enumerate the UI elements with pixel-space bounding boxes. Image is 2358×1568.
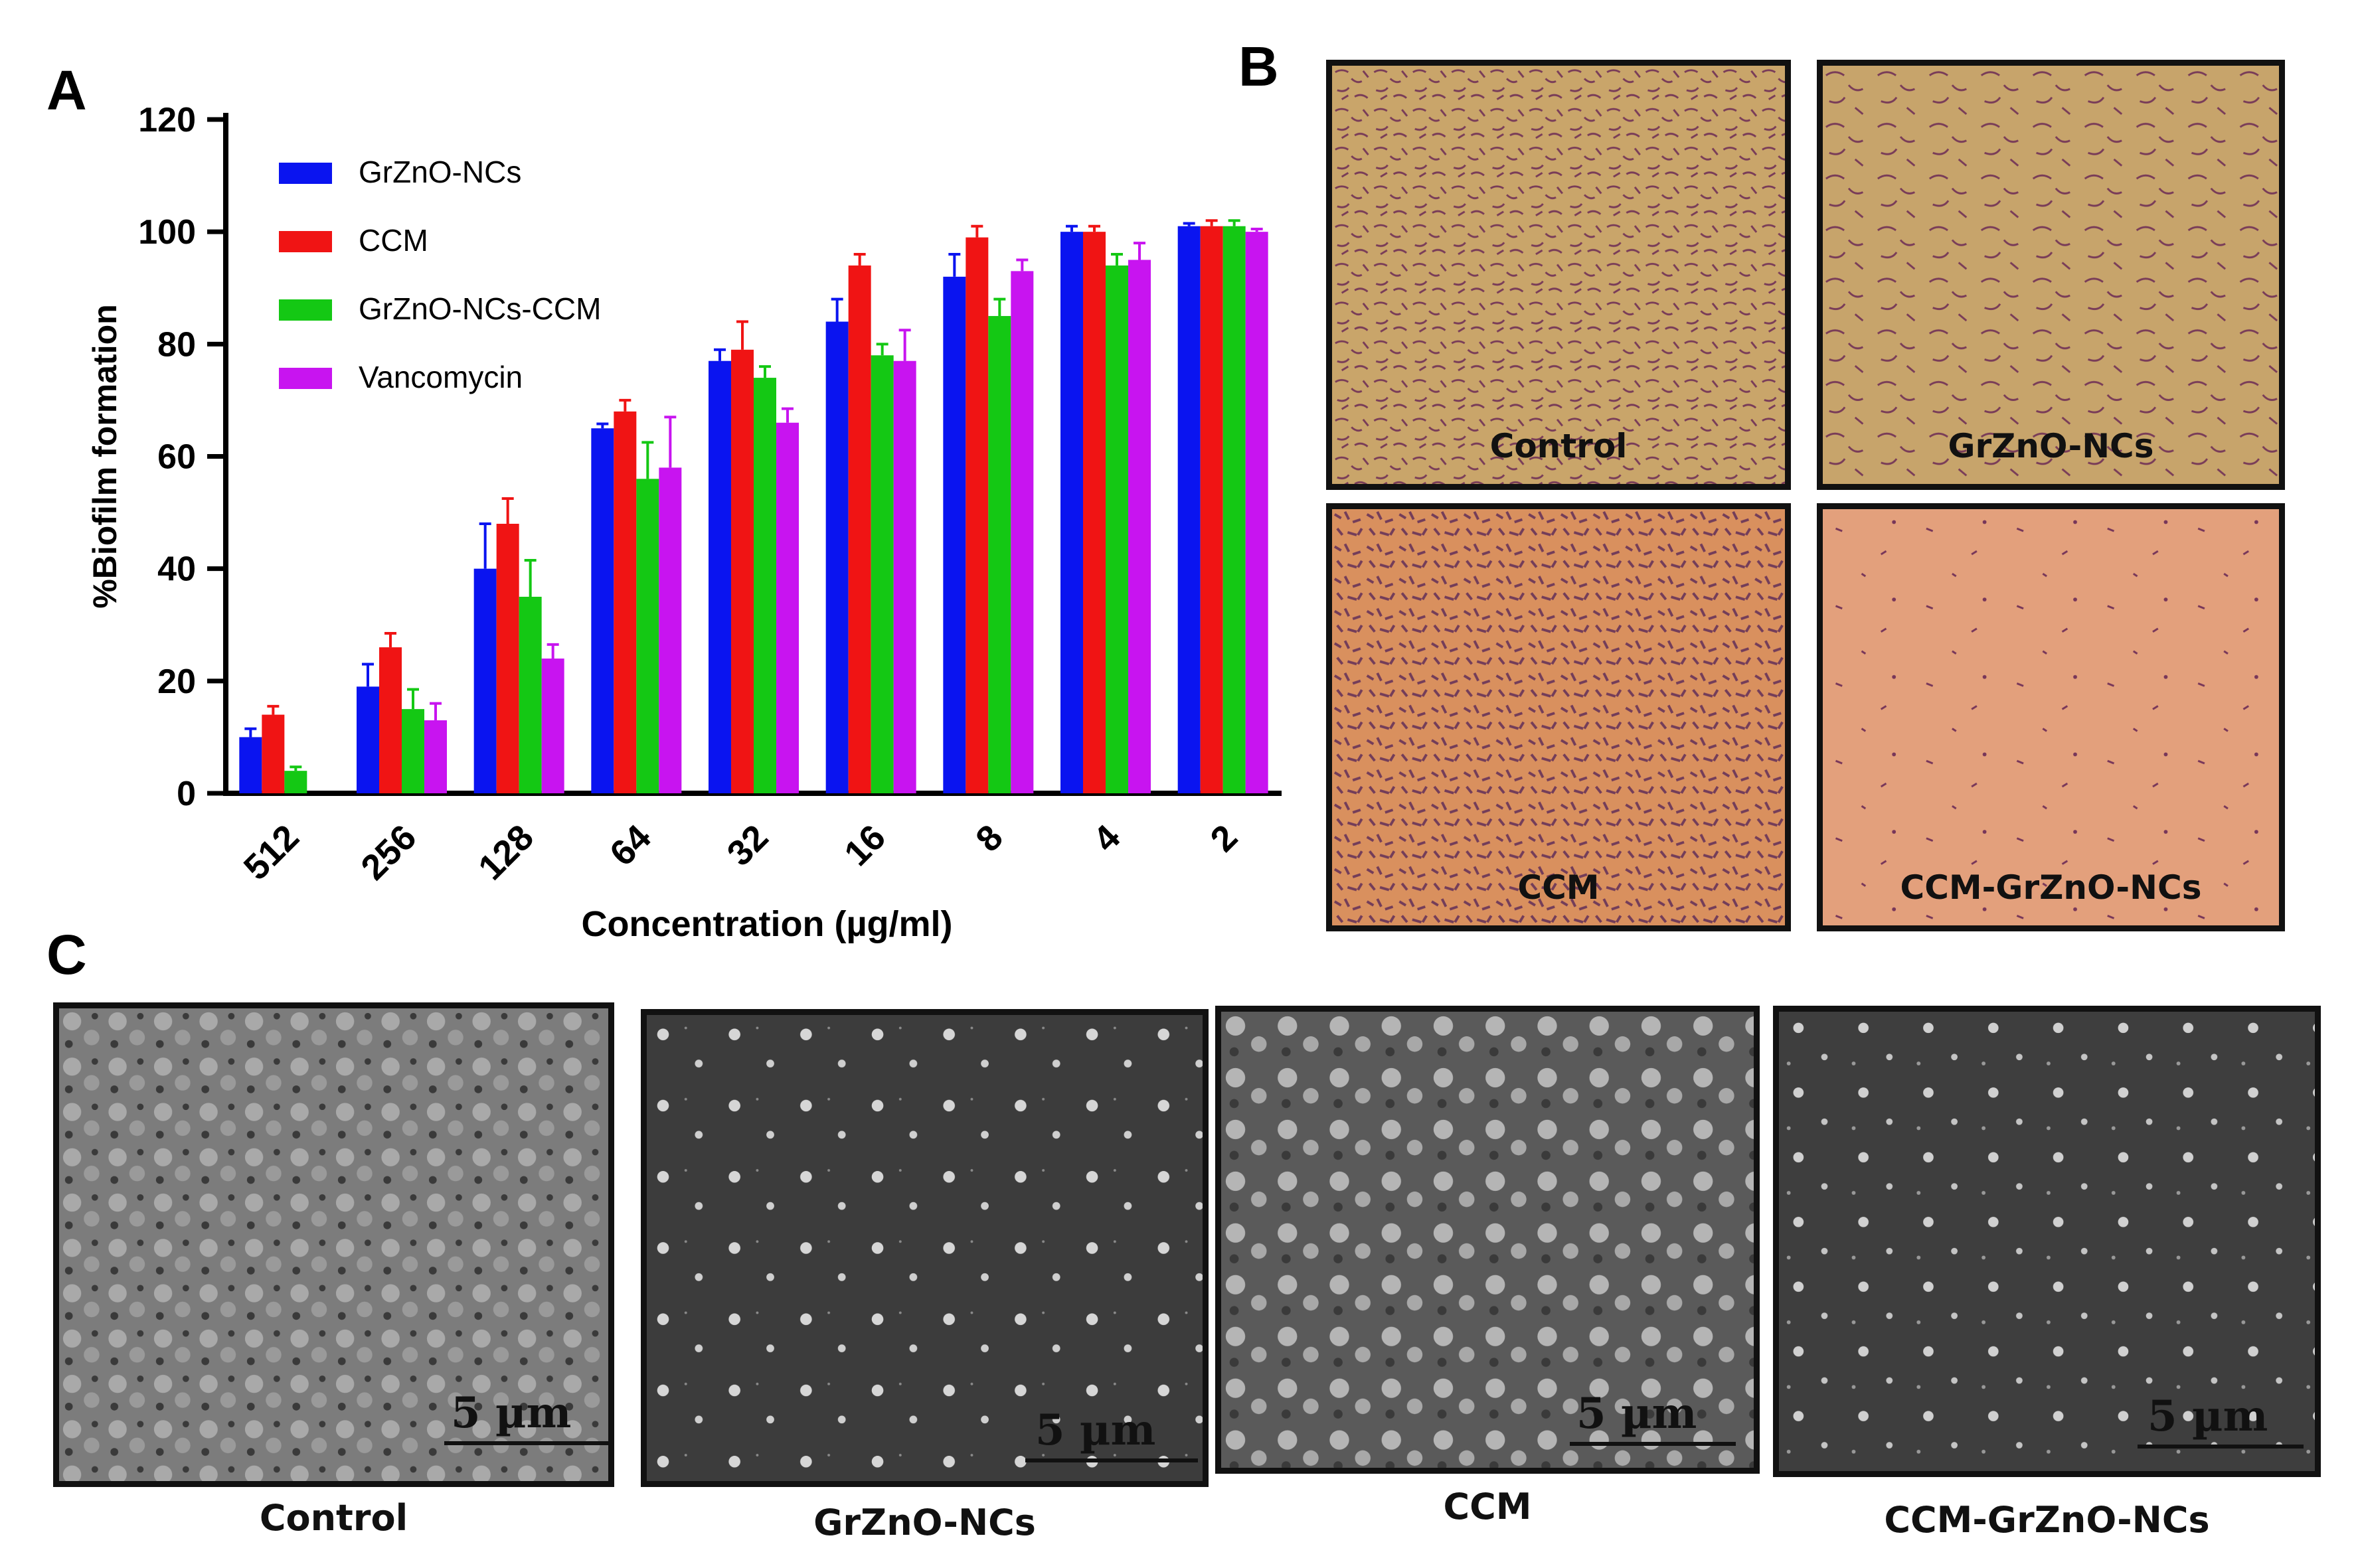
bar <box>1011 271 1034 793</box>
micrograph-ccm-grzno-label: CCM-GrZnO-NCs <box>1900 868 2202 907</box>
bar <box>709 360 731 793</box>
micrograph-control-image <box>1332 66 1785 484</box>
bar <box>262 714 285 793</box>
micrograph-control-label: Control <box>1489 427 1628 465</box>
bar <box>379 647 402 793</box>
bar-chart: 0 20 40 60 80 100 120 512 256 128 64 32 16 8 4 2 %Biofil… <box>86 101 1282 944</box>
sem-control: 5 µm <box>53 1002 614 1487</box>
bar <box>636 479 659 793</box>
sem-grzno-scale-label: 5 µm <box>1035 1405 1156 1455</box>
legend-swatch <box>279 299 332 321</box>
bar <box>614 411 637 793</box>
micrograph-grzno-label: GrZnO-NCs <box>1948 427 2154 465</box>
y-tick-label: 80 <box>157 325 196 364</box>
legend-label: GrZnO-NCs <box>359 155 521 189</box>
sem-ccm-grzno-scale-bar <box>2138 1445 2304 1449</box>
bar <box>1060 232 1083 794</box>
micrograph-grzno: GrZnO-NCs <box>1817 60 2285 490</box>
sem-ccm-grzno: 5 µm <box>1773 1006 2321 1477</box>
sem-ccm-image <box>1221 1012 1754 1468</box>
legend-swatch <box>279 368 332 389</box>
bar <box>754 378 776 793</box>
x-tick-label: 32 <box>720 817 776 874</box>
x-tick-label: 2 <box>1203 817 1245 860</box>
bar <box>943 276 966 793</box>
bar <box>357 686 379 793</box>
x-tick-label: 128 <box>471 817 541 888</box>
bar <box>591 428 614 793</box>
bar <box>776 422 799 793</box>
micrograph-ccm-grzno: CCM-GrZnO-NCs <box>1817 503 2285 931</box>
bar <box>1083 232 1106 794</box>
y-tick-label: 120 <box>138 101 196 139</box>
panel-b-letter: B <box>1238 35 1279 98</box>
bar <box>1245 232 1268 794</box>
sem-ccm-grzno-scale-label: 5 µm <box>2147 1391 2268 1441</box>
bar <box>893 360 916 793</box>
x-tick-label: 64 <box>602 817 659 874</box>
legend-swatch <box>279 231 332 252</box>
bar <box>731 349 754 793</box>
bar <box>1200 226 1223 793</box>
sem-control-caption: Control <box>259 1497 408 1539</box>
sem-ccm-scale-bar <box>1570 1442 1736 1446</box>
bar <box>519 596 542 793</box>
sem-grzno-caption: GrZnO-NCs <box>813 1502 1036 1543</box>
sem-grzno-image <box>647 1015 1203 1481</box>
sem-ccm-grzno-caption: CCM-GrZnO-NCs <box>1884 1499 2210 1541</box>
micrograph-grzno-image <box>1823 66 2279 484</box>
bar <box>496 524 519 793</box>
bar <box>825 321 849 793</box>
legend-label: GrZnO-NCs-CCM <box>359 291 601 326</box>
micrograph-ccm-image <box>1332 509 1785 925</box>
y-tick-label: 100 <box>138 213 196 252</box>
panel-a-letter: A <box>46 59 87 121</box>
bar <box>1222 226 1246 793</box>
y-tick-label: 20 <box>157 663 196 701</box>
x-tick-label: 8 <box>968 817 1011 860</box>
sem-ccm: 5 µm <box>1215 1006 1760 1474</box>
x-tick-label: 512 <box>236 817 307 888</box>
x-tick-label: 4 <box>1086 817 1128 860</box>
bar <box>473 568 497 793</box>
bar <box>659 467 682 793</box>
sem-ccm-scale-label: 5 µm <box>1576 1389 1697 1439</box>
sem-ccm-caption: CCM <box>1443 1486 1532 1528</box>
sem-control-image <box>59 1008 608 1481</box>
x-tick-label: 256 <box>353 817 424 888</box>
sem-control-scale-bar <box>444 1441 608 1445</box>
bar <box>1128 260 1151 793</box>
bar <box>871 355 894 793</box>
bar <box>239 737 262 793</box>
micrograph-control: Control <box>1326 60 1791 490</box>
micrograph-ccm-grzno-image <box>1823 509 2279 925</box>
bar <box>966 237 989 793</box>
y-axis-title: %Biofilm formation <box>86 304 124 608</box>
sem-grzno: 5 µm <box>641 1009 1209 1487</box>
sem-control-scale-label: 5 µm <box>451 1388 572 1438</box>
bar <box>988 316 1011 794</box>
legend-label: Vancomycin <box>359 360 523 394</box>
bar <box>424 720 447 793</box>
legend-label: CCM <box>359 223 428 258</box>
sem-ccm-grzno-image <box>1779 1012 2315 1471</box>
micrograph-ccm: CCM <box>1326 503 1791 931</box>
panel-c-letter: C <box>46 923 87 986</box>
x-tick-label: 16 <box>837 817 893 874</box>
bar <box>541 659 564 793</box>
micrograph-ccm-label: CCM <box>1517 868 1600 907</box>
bar <box>1177 226 1201 793</box>
bar <box>848 265 871 794</box>
sem-grzno-scale-bar <box>1025 1458 1198 1462</box>
legend-swatch <box>279 163 332 184</box>
bar <box>1106 265 1128 794</box>
y-tick-label: 0 <box>177 775 196 813</box>
bar <box>284 771 307 793</box>
y-tick-label: 40 <box>157 550 196 589</box>
bar <box>402 709 424 793</box>
y-tick-label: 60 <box>157 438 196 477</box>
x-axis-title: Concentration (µg/ml) <box>581 904 952 944</box>
